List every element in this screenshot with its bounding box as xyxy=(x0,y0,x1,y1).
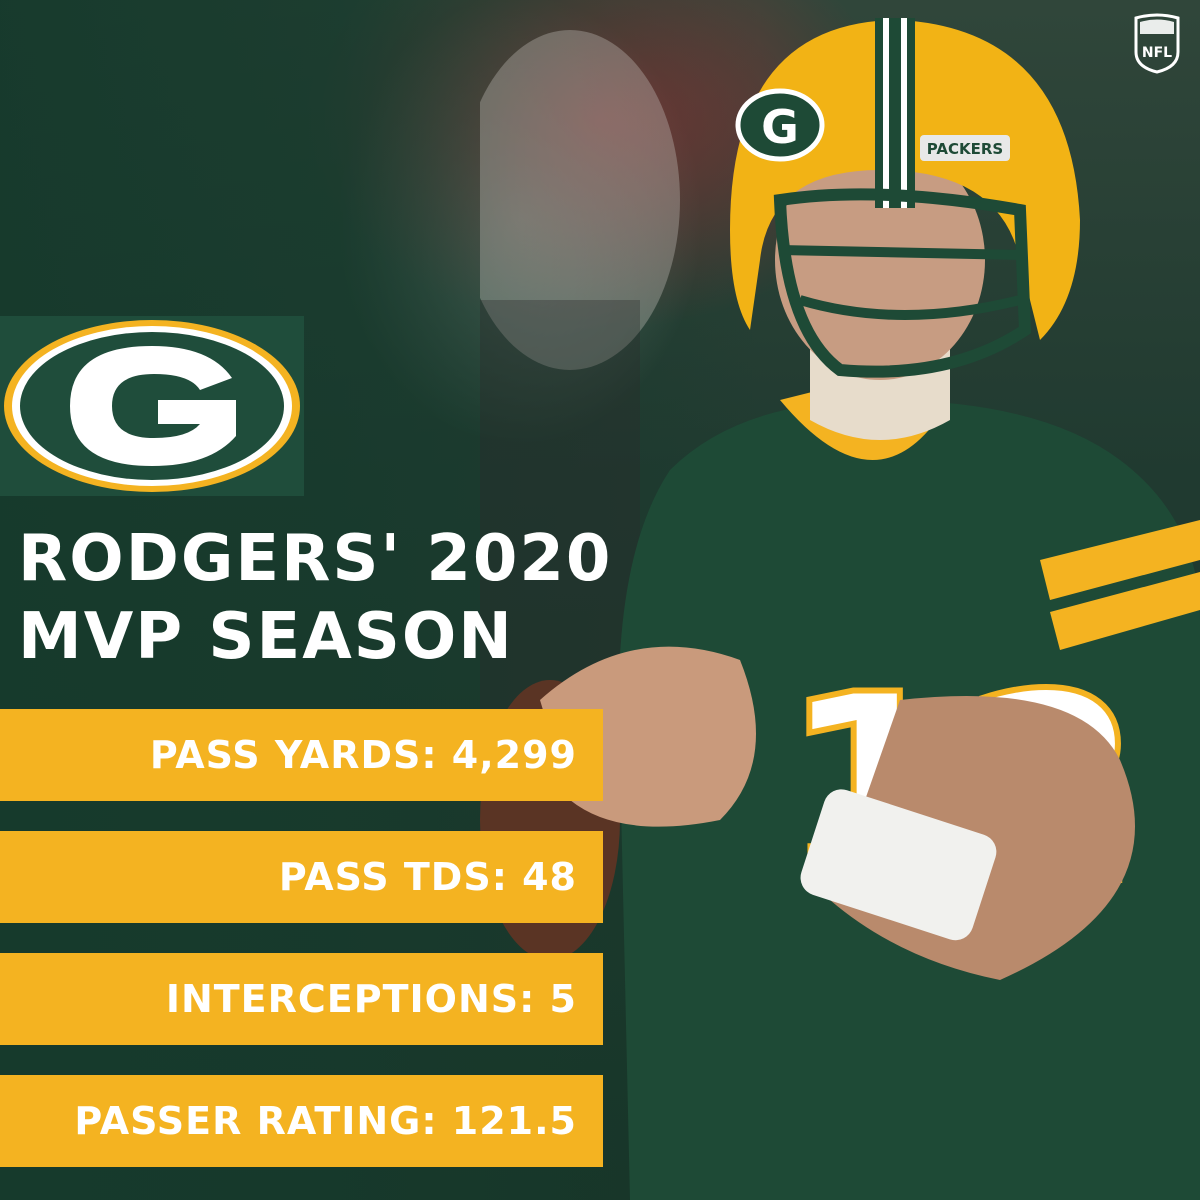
helmet-text: PACKERS xyxy=(927,140,1003,158)
stat-text: INTERCEPTIONS: 5 xyxy=(165,977,577,1021)
stat-bar-interceptions: INTERCEPTIONS: 5 xyxy=(0,953,603,1045)
team-logo xyxy=(0,316,304,496)
headline-line-2: MVP SEASON xyxy=(18,600,514,674)
stat-bar-pass-yards: PASS YARDS: 4,299 xyxy=(0,709,603,801)
stat-text: PASSER RATING: 121.5 xyxy=(74,1099,577,1143)
stat-text: PASS YARDS: 4,299 xyxy=(149,733,577,777)
headline-line-1: RODGERS' 2020 xyxy=(18,522,613,596)
nfl-shield-lettering: NFL xyxy=(1142,45,1172,61)
svg-text:G: G xyxy=(761,100,799,154)
green-bay-g-logo-icon xyxy=(0,316,304,496)
stat-bar-pass-tds: PASS TDS: 48 xyxy=(0,831,603,923)
stat-text: PASS TDS: 48 xyxy=(278,855,577,899)
nfl-shield-icon: NFL xyxy=(1134,13,1180,74)
headline: RODGERS' 2020 MVP SEASON xyxy=(18,520,738,676)
stat-bar-passer-rating: PASSER RATING: 121.5 xyxy=(0,1075,603,1167)
